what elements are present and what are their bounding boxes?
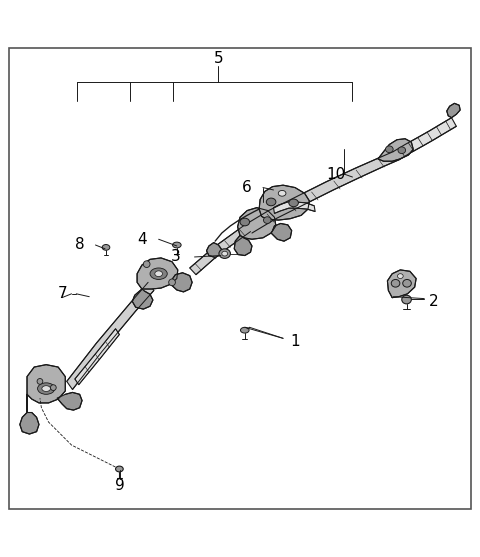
Text: 6: 6 [242,180,252,195]
Polygon shape [447,104,460,118]
Ellipse shape [385,146,393,153]
Ellipse shape [144,261,150,267]
Text: 8: 8 [75,237,84,252]
Text: 1: 1 [290,334,300,349]
Ellipse shape [37,383,55,394]
Ellipse shape [222,251,228,256]
Text: 3: 3 [170,250,180,265]
Ellipse shape [264,217,271,223]
Ellipse shape [37,379,43,384]
Ellipse shape [403,280,411,287]
Polygon shape [238,208,276,240]
Polygon shape [137,258,178,289]
Ellipse shape [289,199,299,207]
Ellipse shape [155,271,162,277]
Text: 2: 2 [429,294,439,309]
Polygon shape [170,273,192,292]
Ellipse shape [266,198,276,206]
Polygon shape [245,152,399,233]
Polygon shape [274,202,315,213]
Ellipse shape [50,385,56,390]
Text: 4: 4 [137,232,147,247]
Polygon shape [378,139,413,161]
Ellipse shape [172,242,181,248]
Text: 10: 10 [326,167,345,182]
Polygon shape [190,225,251,275]
Polygon shape [75,329,120,385]
Ellipse shape [240,328,249,333]
Ellipse shape [102,245,110,250]
Ellipse shape [278,190,286,196]
Ellipse shape [219,249,230,258]
Polygon shape [234,236,252,256]
Text: 9: 9 [116,478,125,493]
Polygon shape [259,185,310,220]
Ellipse shape [397,273,403,278]
Ellipse shape [402,295,411,304]
Ellipse shape [391,280,400,287]
Polygon shape [206,243,222,257]
Ellipse shape [398,147,406,154]
Polygon shape [57,393,82,410]
Polygon shape [20,413,39,434]
Ellipse shape [42,385,50,392]
Polygon shape [387,270,416,297]
Ellipse shape [240,218,250,226]
Text: 7: 7 [58,286,68,301]
Ellipse shape [150,268,167,280]
Polygon shape [132,289,153,309]
Ellipse shape [168,279,175,286]
Polygon shape [67,282,154,389]
Polygon shape [27,365,65,413]
Polygon shape [393,118,456,160]
Ellipse shape [116,466,123,472]
Text: 5: 5 [214,51,223,66]
Polygon shape [271,223,292,241]
